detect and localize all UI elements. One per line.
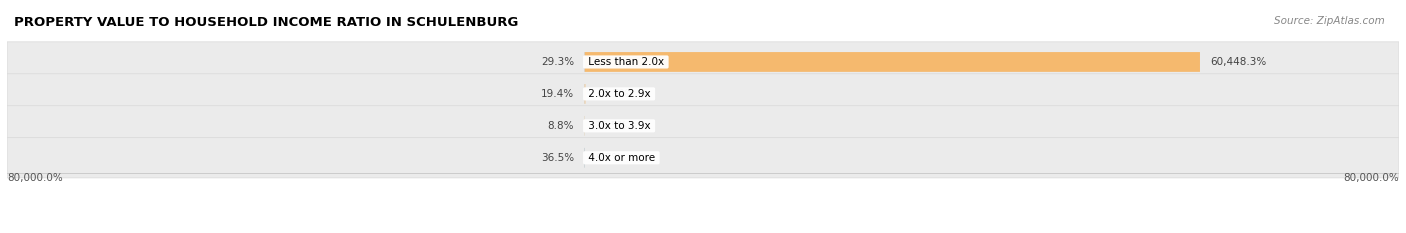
Text: 29.3%: 29.3% [541, 57, 574, 67]
Text: Source: ZipAtlas.com: Source: ZipAtlas.com [1274, 16, 1385, 26]
Text: 2.0x to 2.9x: 2.0x to 2.9x [585, 89, 654, 99]
FancyBboxPatch shape [7, 106, 1399, 146]
Text: 19.4%: 19.4% [541, 89, 574, 99]
Text: 36.5%: 36.5% [541, 153, 574, 163]
Text: 4.0x or more: 4.0x or more [585, 153, 658, 163]
FancyBboxPatch shape [7, 74, 1399, 114]
Text: 62.5%: 62.5% [596, 89, 628, 99]
Text: 80,000.0%: 80,000.0% [7, 173, 63, 183]
Text: Less than 2.0x: Less than 2.0x [585, 57, 666, 67]
Text: 3.0x to 3.9x: 3.0x to 3.9x [585, 121, 654, 131]
Text: 80,000.0%: 80,000.0% [1343, 173, 1399, 183]
FancyBboxPatch shape [7, 42, 1399, 82]
Text: 9.7%: 9.7% [595, 153, 621, 163]
FancyBboxPatch shape [585, 52, 1199, 72]
Text: 8.8%: 8.8% [548, 121, 574, 131]
FancyBboxPatch shape [7, 138, 1399, 178]
Text: PROPERTY VALUE TO HOUSEHOLD INCOME RATIO IN SCHULENBURG: PROPERTY VALUE TO HOUSEHOLD INCOME RATIO… [14, 16, 519, 29]
Text: 16.5%: 16.5% [595, 121, 628, 131]
Text: 60,448.3%: 60,448.3% [1211, 57, 1267, 67]
